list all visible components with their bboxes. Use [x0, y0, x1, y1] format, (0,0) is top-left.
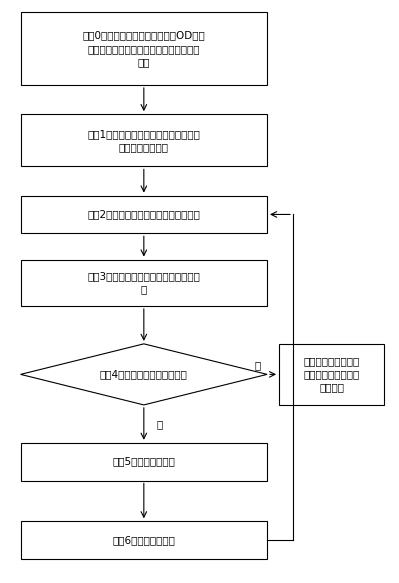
Text: 是: 是: [254, 361, 260, 371]
Bar: [21, 12, 267, 85]
Bar: [21, 521, 267, 559]
Bar: [21, 259, 267, 306]
Text: 否: 否: [157, 419, 163, 429]
Text: 步骤0：组织交通调查，确定每个OD对之
间不同类别出行者的需求量及其合理路径
集合: 步骤0：组织交通调查，确定每个OD对之 间不同类别出行者的需求量及其合理路径 集…: [83, 30, 205, 67]
Text: 步骤4：检验是否满足收敛条件: 步骤4：检验是否满足收敛条件: [100, 370, 188, 380]
Text: 步骤6：更新路径流量: 步骤6：更新路径流量: [113, 535, 175, 545]
Bar: [21, 114, 267, 167]
Text: 步骤3：进行流量加载，得到辅助路径流
量: 步骤3：进行流量加载，得到辅助路径流 量: [87, 271, 200, 294]
Text: 步骤5：计算迭代步长: 步骤5：计算迭代步长: [113, 456, 175, 466]
Bar: [21, 195, 267, 233]
Polygon shape: [21, 344, 267, 405]
Text: 步骤1：在零流网络上，进行流量加载，
得到初始路径流量: 步骤1：在零流网络上，进行流量加载， 得到初始路径流量: [87, 129, 200, 152]
Text: 停止迭代，得到系统
最优路径流量及拥挤
收费费率: 停止迭代，得到系统 最优路径流量及拥挤 收费费率: [304, 356, 360, 392]
Bar: [279, 344, 384, 405]
Bar: [21, 442, 267, 480]
Text: 步骤2：计算各路径的广义路径行驶时间: 步骤2：计算各路径的广义路径行驶时间: [87, 209, 200, 219]
